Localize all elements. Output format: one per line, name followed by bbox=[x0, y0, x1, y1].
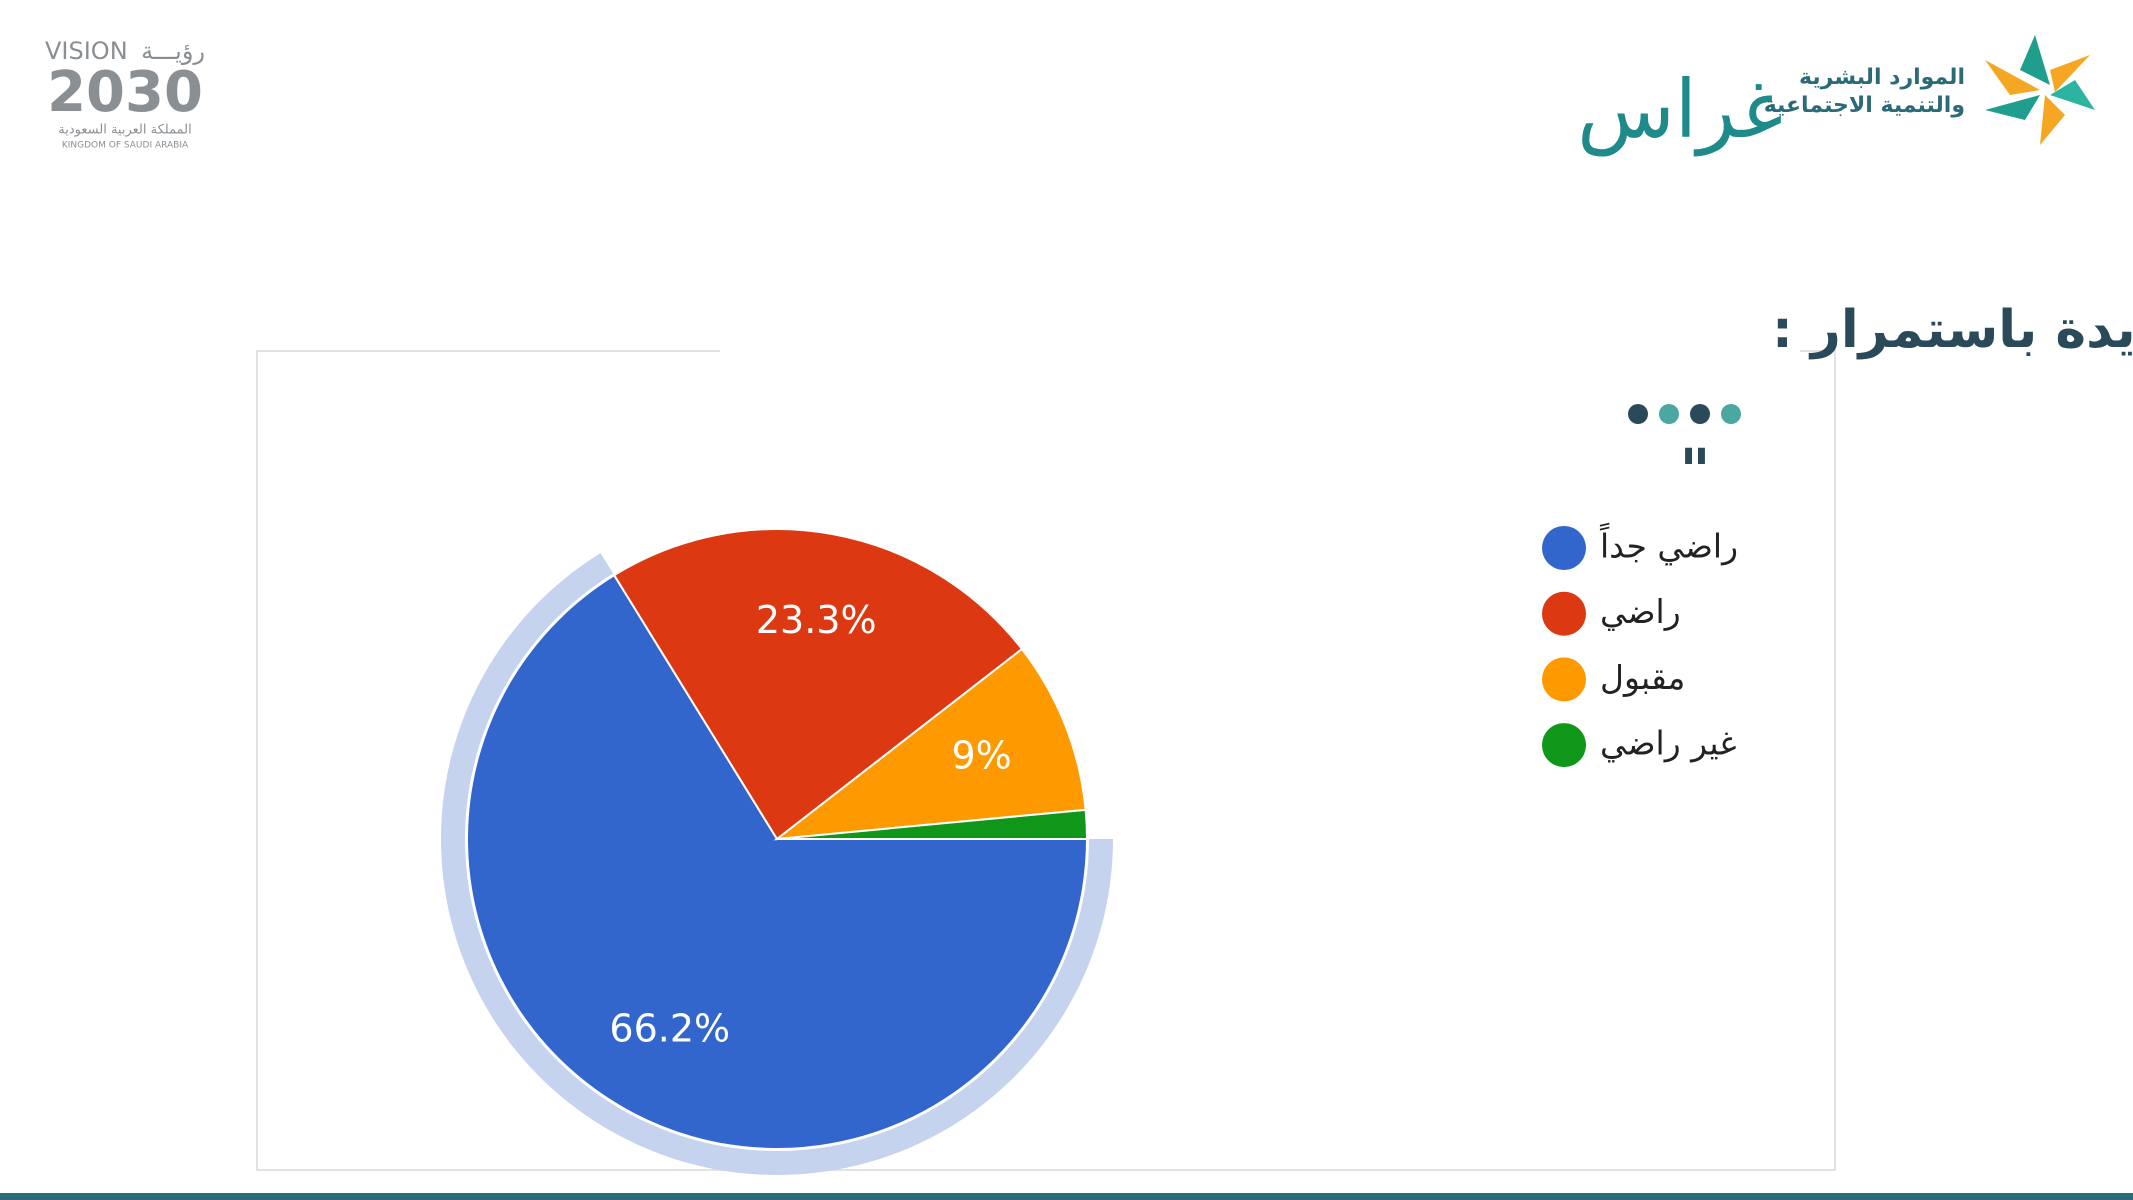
vision-en: VISION bbox=[45, 37, 128, 65]
kingdom-en: KINGDOM OF SAUDI ARABIA bbox=[62, 141, 189, 151]
slice-label: 9% bbox=[951, 733, 1011, 777]
pie-slice bbox=[612, 528, 1024, 841]
ministry-emblem bbox=[1985, 35, 2095, 145]
ministry-line2: والتنمية الاجتماعية bbox=[1764, 93, 1965, 118]
vision-year: 2030 bbox=[47, 60, 203, 125]
bottom-bar bbox=[0, 1193, 2133, 1200]
ministry-line1: الموارد البشرية bbox=[1799, 65, 1965, 90]
legend-label: غير راضي bbox=[1600, 724, 1737, 763]
legend-swatch bbox=[1542, 591, 1586, 636]
pie-slice bbox=[773, 647, 1087, 841]
legend-label: مقبول bbox=[1600, 658, 1685, 697]
title-backdrop bbox=[720, 300, 1800, 370]
slice-label: 66.2% bbox=[609, 1007, 730, 1051]
quote-mark: " bbox=[1679, 437, 1710, 507]
legend-label: راضي bbox=[1600, 592, 1681, 631]
pie-slice bbox=[466, 573, 1089, 1150]
chart-title: تبدع الجمعية وتبتكر خدمات جديدة باستمرار… bbox=[1772, 300, 2133, 360]
legend-swatch bbox=[1542, 657, 1586, 702]
kingdom-ar: المملكة العربية السعودية bbox=[58, 123, 191, 138]
legend-label: راضي جداً bbox=[1599, 522, 1738, 565]
decor-dots bbox=[1628, 404, 1741, 424]
legend-swatch bbox=[1542, 526, 1586, 570]
legend-swatch bbox=[1542, 723, 1586, 768]
ghiras-logo: غراس bbox=[1577, 63, 1783, 157]
slice-label: 23.3% bbox=[756, 598, 877, 642]
pie-slice bbox=[776, 808, 1089, 840]
vision-ar: رؤيـــة bbox=[141, 37, 205, 65]
